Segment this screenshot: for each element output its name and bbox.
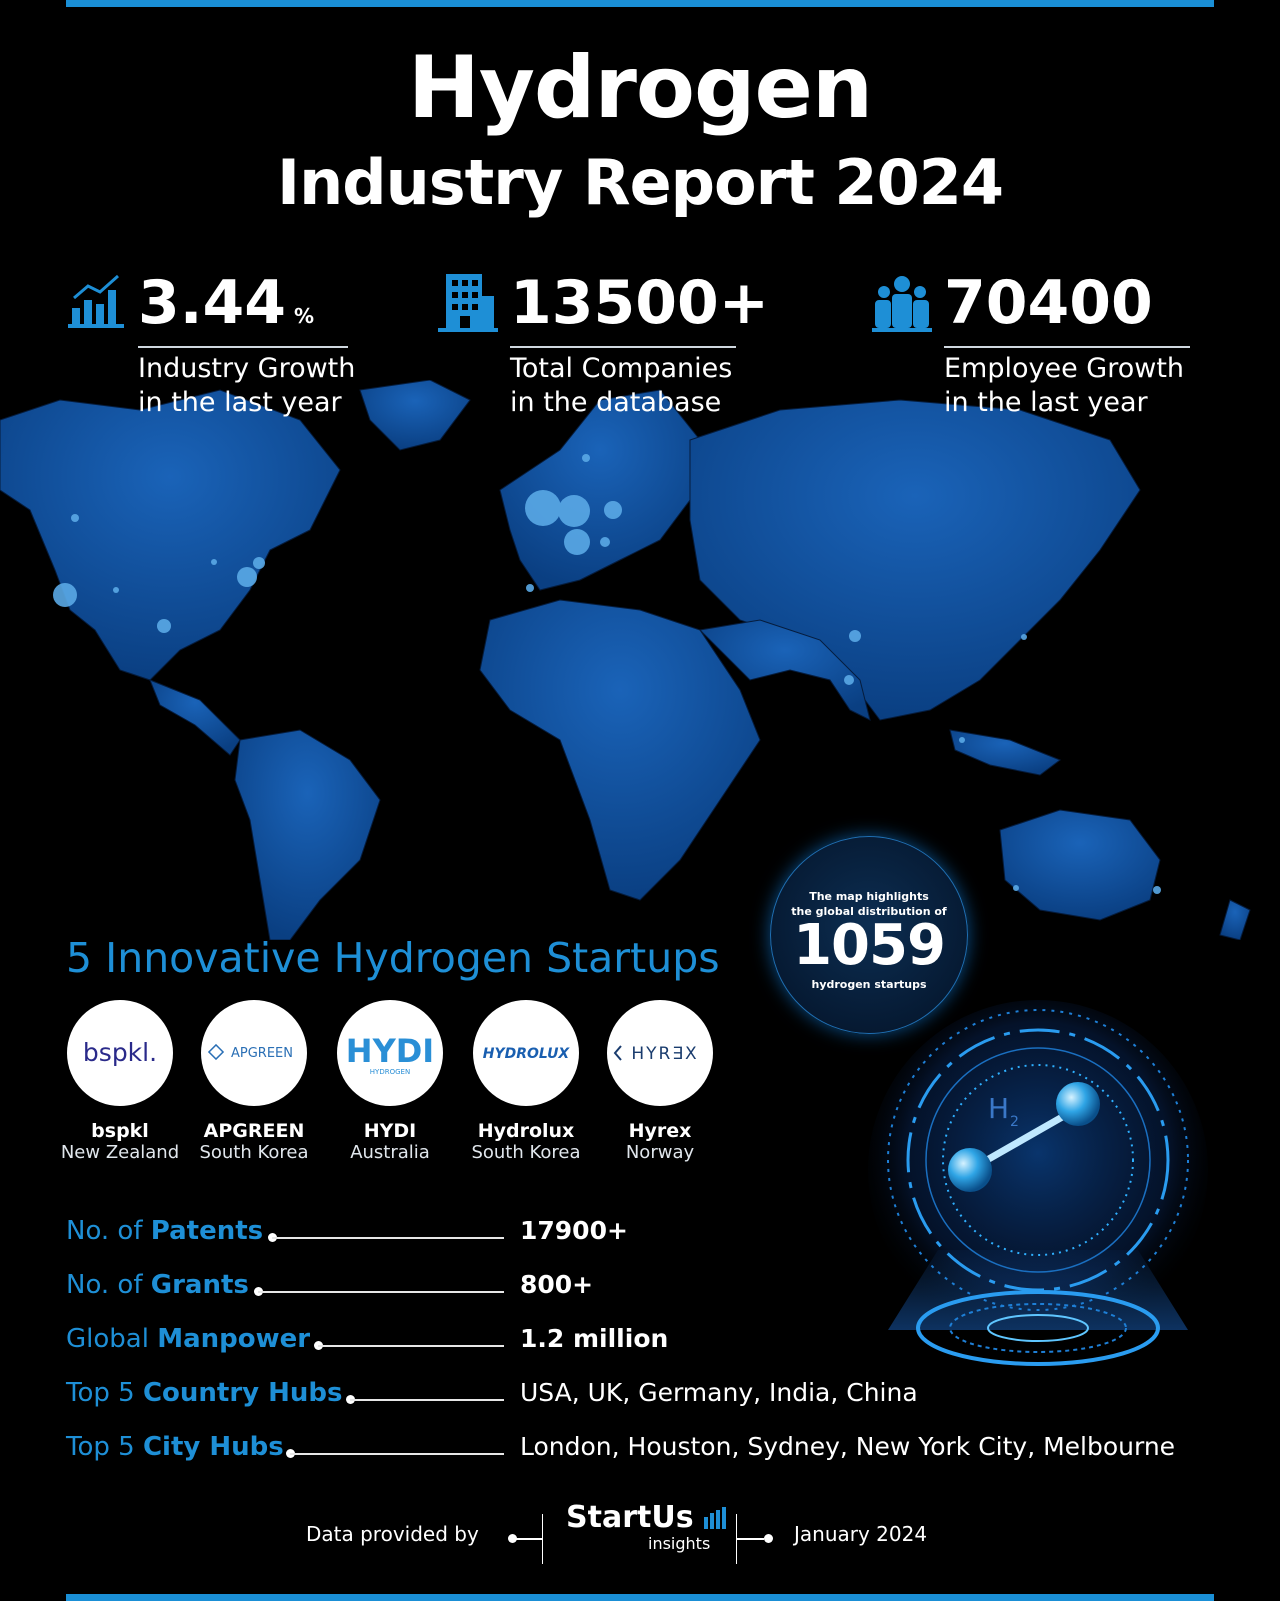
brand-sub: insights bbox=[648, 1534, 711, 1553]
footer-provided-by: Data provided by bbox=[306, 1522, 479, 1546]
connector-line bbox=[290, 1453, 504, 1455]
metric-key: Country Hubs bbox=[142, 1378, 343, 1408]
world-map bbox=[0, 380, 1251, 940]
metric-prefix: No. of bbox=[66, 1216, 151, 1246]
stat-label: in the database bbox=[510, 387, 722, 418]
page-title: Hydrogen bbox=[407, 38, 873, 138]
metric-key: City Hubs bbox=[142, 1432, 284, 1462]
stat-label: Employee Growth bbox=[944, 353, 1185, 384]
metric-value: USA, UK, Germany, India, China bbox=[520, 1378, 918, 1407]
connector-line bbox=[512, 1538, 542, 1540]
svg-text:HYR∃X: HYR∃X bbox=[631, 1044, 698, 1064]
metric-value: London, Houston, Sydney, New York City, … bbox=[520, 1432, 1176, 1461]
metric-value: 800+ bbox=[520, 1270, 594, 1299]
startup-country: South Korea bbox=[199, 1142, 309, 1163]
h2-label: H bbox=[988, 1092, 1009, 1125]
metric-prefix: Top 5 bbox=[66, 1378, 143, 1408]
connector-dot bbox=[764, 1534, 773, 1543]
divider bbox=[944, 346, 1190, 348]
bottom-accent-bar bbox=[66, 1594, 1214, 1601]
page-subtitle: Industry Report 2024 bbox=[277, 146, 1004, 219]
stat-value: 70400 bbox=[944, 268, 1153, 338]
h2-subscript: 2 bbox=[1010, 1114, 1019, 1130]
metric-key: Manpower bbox=[157, 1324, 311, 1354]
startup-card[interactable]: HYR∃X Hyrex Norway bbox=[590, 1000, 730, 1163]
stat-label: in the last year bbox=[138, 387, 342, 418]
startup-name: APGREEN bbox=[203, 1120, 305, 1142]
brand-logo[interactable]: StartUs bbox=[566, 1500, 728, 1535]
connector-line bbox=[258, 1291, 504, 1293]
brand-name: StartUs bbox=[566, 1500, 694, 1535]
svg-text:bspkl.: bspkl. bbox=[83, 1038, 157, 1067]
startup-card[interactable]: HYDI HYDROGEN HYDI Australia bbox=[320, 1000, 460, 1163]
stat-label: in the last year bbox=[944, 387, 1148, 418]
startup-count-badge: The map highlights the global distributi… bbox=[770, 836, 968, 1034]
startup-card[interactable]: bspkl. bspkl New Zealand bbox=[50, 1000, 190, 1163]
startups-heading: 5 Innovative Hydrogen Startups bbox=[66, 934, 720, 982]
svg-text:HYDI: HYDI bbox=[346, 1032, 434, 1070]
startup-card[interactable]: APGREEN APGREEN South Korea bbox=[184, 1000, 324, 1163]
connector-line bbox=[272, 1237, 504, 1239]
footer-date: January 2024 bbox=[794, 1522, 928, 1546]
bars-icon bbox=[704, 1507, 726, 1529]
divider bbox=[542, 1514, 543, 1564]
hydrogen-molecule-graphic: H 2 bbox=[868, 1000, 1208, 1366]
svg-text:APGREEN: APGREEN bbox=[231, 1046, 293, 1061]
badge-text: The map highlights bbox=[809, 890, 929, 903]
top-accent-bar bbox=[66, 0, 1214, 7]
startup-country: Norway bbox=[625, 1142, 695, 1163]
startup-logo: bspkl. bbox=[67, 1000, 173, 1106]
svg-text:HYDROLUX: HYDROLUX bbox=[483, 1046, 571, 1062]
divider bbox=[510, 346, 736, 348]
badge-number: 1059 bbox=[793, 913, 946, 978]
stat-label: Total Companies bbox=[510, 353, 733, 384]
startup-logo: HYDROLUX bbox=[473, 1000, 579, 1106]
metric-key: Patents bbox=[150, 1216, 264, 1246]
startup-name: Hydrolux bbox=[477, 1120, 575, 1142]
metric-key: Grants bbox=[150, 1270, 249, 1300]
metric-value: 17900+ bbox=[520, 1216, 628, 1245]
divider bbox=[138, 346, 348, 348]
startup-logo: HYDI HYDROGEN bbox=[337, 1000, 443, 1106]
startup-name: Hyrex bbox=[628, 1120, 692, 1142]
stat-value: 3.44 bbox=[138, 268, 287, 338]
startup-name: bspkl bbox=[91, 1120, 149, 1142]
metric-prefix: Global bbox=[66, 1324, 158, 1354]
startup-card[interactable]: HYDROLUX Hydrolux South Korea bbox=[456, 1000, 596, 1163]
startup-name: HYDI bbox=[363, 1120, 417, 1142]
metric-prefix: No. of bbox=[66, 1270, 151, 1300]
stat-label: Industry Growth bbox=[138, 353, 356, 384]
footer: Data provided by StartUs insights Januar… bbox=[0, 1500, 1280, 1564]
badge-text: the global distribution of bbox=[791, 905, 947, 918]
connector-line bbox=[318, 1345, 504, 1347]
stat-unit: % bbox=[294, 304, 315, 328]
startup-logo: APGREEN bbox=[201, 1000, 307, 1106]
people-icon bbox=[872, 276, 932, 332]
stat-value: 13500+ bbox=[510, 268, 770, 338]
building-icon bbox=[438, 274, 498, 332]
growth-chart-icon bbox=[68, 274, 124, 328]
startup-country: New Zealand bbox=[60, 1142, 180, 1163]
startup-country: Australia bbox=[350, 1142, 430, 1163]
metric-value: 1.2 million bbox=[520, 1324, 669, 1353]
connector-line bbox=[736, 1538, 764, 1540]
connector-line bbox=[350, 1399, 504, 1401]
startup-logo: HYR∃X bbox=[607, 1000, 713, 1106]
badge-text: hydrogen startups bbox=[811, 978, 927, 991]
metric-prefix: Top 5 bbox=[66, 1432, 143, 1462]
svg-text:HYDROGEN: HYDROGEN bbox=[370, 1068, 410, 1076]
startup-country: South Korea bbox=[471, 1142, 581, 1163]
